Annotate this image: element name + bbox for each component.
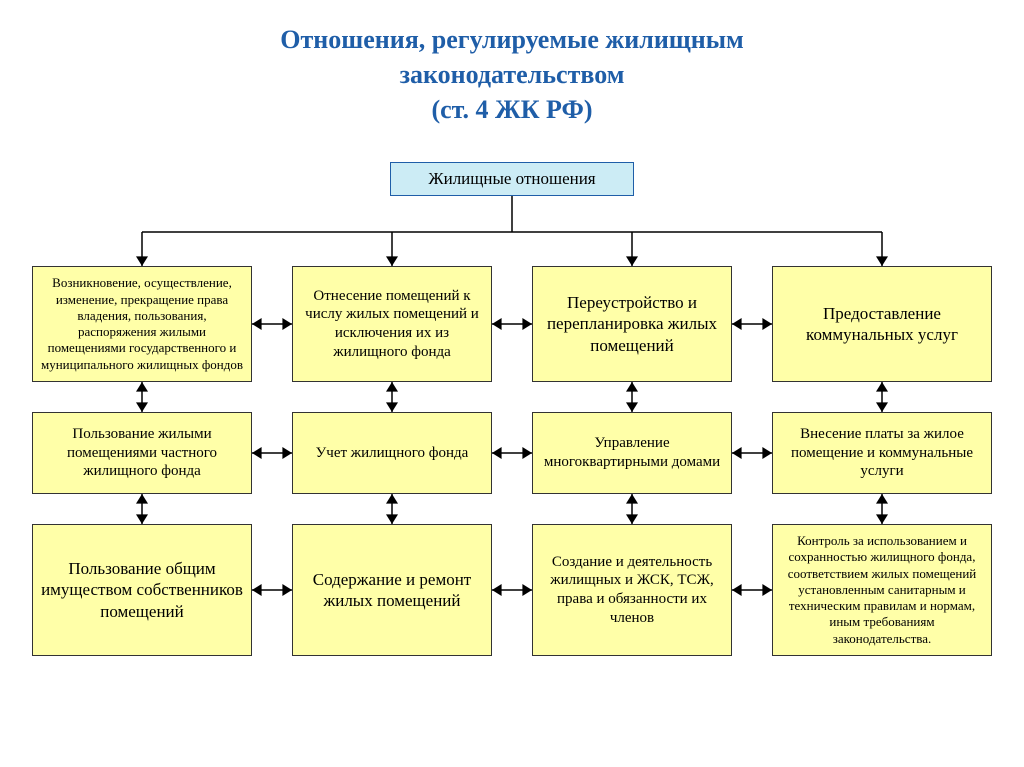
node-2-1: Содержание и ремонт жилых помещений: [292, 524, 492, 656]
node-1-2: Управление многоквартирными домами: [532, 412, 732, 494]
node-label: Пользование общим имуществом собственник…: [41, 558, 243, 622]
node-label: Учет жилищного фонда: [316, 444, 469, 463]
node-label: Предоставление коммунальных услуг: [781, 303, 983, 346]
title-line-3: (ст. 4 ЖК РФ): [431, 95, 592, 124]
node-2-0: Пользование общим имуществом собственник…: [32, 524, 252, 656]
node-label: Содержание и ремонт жилых помещений: [301, 569, 483, 612]
node-label: Контроль за использованием и сохранность…: [781, 533, 983, 647]
node-label: Создание и деятельность жилищных и ЖСК, …: [541, 553, 723, 628]
node-label: Переустройство и перепланировка жилых по…: [541, 292, 723, 356]
node-2-3: Контроль за использованием и сохранность…: [772, 524, 992, 656]
node-0-0: Возникновение, осуществление, изменение,…: [32, 266, 252, 382]
node-1-3: Внесение платы за жилое помещение и комм…: [772, 412, 992, 494]
node-1-1: Учет жилищного фонда: [292, 412, 492, 494]
root-node: Жилищные отношения: [390, 162, 634, 196]
node-label: Отнесение помещений к числу жилых помеще…: [301, 287, 483, 362]
title-line-2: законодательством: [400, 60, 625, 89]
node-2-2: Создание и деятельность жилищных и ЖСК, …: [532, 524, 732, 656]
title-line-1: Отношения, регулируемые жилищным: [280, 25, 743, 54]
node-1-0: Пользование жилыми помещениями частного …: [32, 412, 252, 494]
node-label: Управление многоквартирными домами: [541, 434, 723, 472]
node-0-1: Отнесение помещений к числу жилых помеще…: [292, 266, 492, 382]
node-label: Пользование жилыми помещениями частного …: [41, 425, 243, 481]
node-label: Внесение платы за жилое помещение и комм…: [781, 425, 983, 481]
page-title: Отношения, регулируемые жилищным законод…: [0, 0, 1024, 127]
node-label: Возникновение, осуществление, изменение,…: [41, 275, 243, 373]
node-0-3: Предоставление коммунальных услуг: [772, 266, 992, 382]
node-0-2: Переустройство и перепланировка жилых по…: [532, 266, 732, 382]
root-label: Жилищные отношения: [428, 168, 595, 189]
